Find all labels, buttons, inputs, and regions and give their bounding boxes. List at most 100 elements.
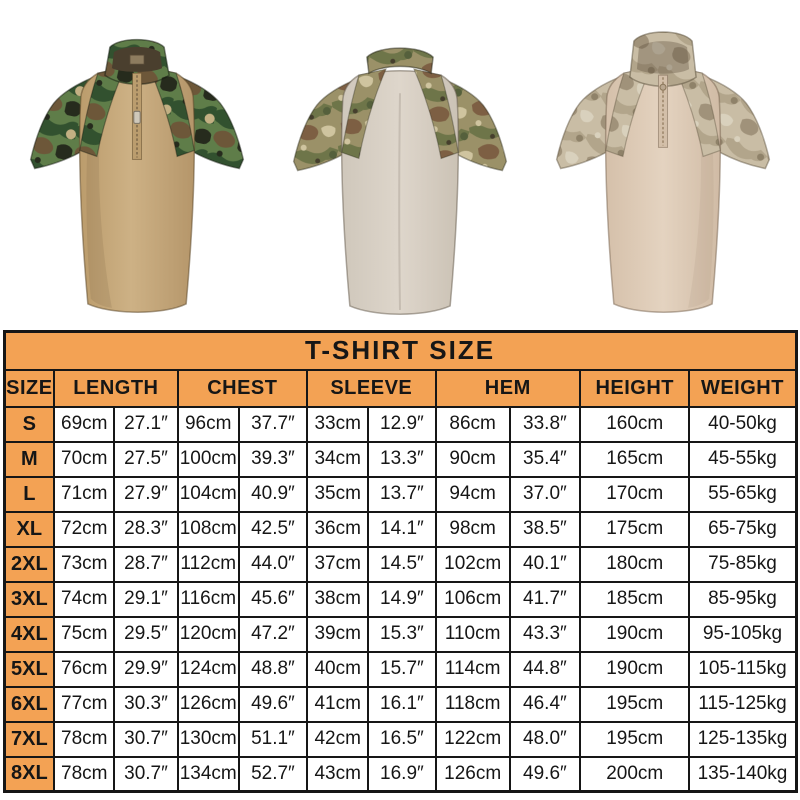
table-cell: 13.7″ [367, 475, 437, 513]
table-cell: 47.2″ [237, 615, 309, 653]
table-cell: 95-105kg [688, 615, 797, 653]
table-cell: 43.3″ [508, 615, 582, 653]
table-cell: 41.7″ [508, 580, 582, 618]
column-header-length: LENGTH [53, 368, 179, 408]
table-row: 7XL 78cm 30.7″ 130cm 51.1″ 42cm 16.5″ 122cm 48.0… [2, 720, 797, 758]
table-cell: 15.3″ [367, 615, 437, 653]
table-cell: 35cm [306, 475, 370, 513]
table-cell: 106cm [434, 580, 511, 618]
table-cell: 175cm [579, 510, 691, 548]
table-cell: 16.5″ [367, 720, 437, 758]
table-cell: 90cm [434, 440, 511, 478]
table-cell: 33.8″ [508, 405, 582, 443]
table-cell: 96cm [176, 405, 240, 443]
table-cell: 39.3″ [237, 440, 309, 478]
table-cell: 40.1″ [508, 545, 582, 583]
table-cell: 170cm [579, 475, 691, 513]
table-cell: 126cm [176, 685, 240, 723]
table-cell: 185cm [579, 580, 691, 618]
table-cell: 42cm [306, 720, 370, 758]
shirt-woodland-illustration [30, 38, 245, 313]
size-label: S [2, 405, 56, 443]
size-chart-section: T-SHIRT SIZE SIZE LENGTH CHEST SLEEVE HEM HEI… [0, 329, 800, 800]
table-cell: 44.8″ [508, 650, 582, 688]
table-cell: 77cm [53, 685, 116, 723]
table-cell: 86cm [434, 405, 511, 443]
column-header-chest: CHEST [176, 368, 309, 408]
size-label: 2XL [2, 545, 56, 583]
table-cell: 102cm [434, 545, 511, 583]
table-cell: 38cm [306, 580, 370, 618]
table-cell: 27.5″ [113, 440, 179, 478]
table-cell: 15.7″ [367, 650, 437, 688]
table-cell: 135-140kg [688, 755, 797, 793]
table-cell: 104cm [176, 475, 240, 513]
table-cell: 38.5″ [508, 510, 582, 548]
table-row: 6XL 77cm 30.3″ 126cm 49.6″ 41cm 16.1″ 118cm 46.4… [2, 685, 797, 723]
table-cell: 124cm [176, 650, 240, 688]
table-cell: 48.8″ [237, 650, 309, 688]
table-cell: 78cm [53, 755, 116, 793]
collar-button [659, 83, 667, 91]
table-cell: 94cm [434, 475, 511, 513]
column-header-height: HEIGHT [579, 368, 691, 408]
zipper-pull [133, 110, 142, 124]
table-cell: 190cm [579, 615, 691, 653]
table-cell: 37cm [306, 545, 370, 583]
table-cell: 110cm [434, 615, 511, 653]
table-row: M 70cm 27.5″ 100cm 39.3″ 34cm 13.3″ 90cm 35.4″ 16… [2, 440, 797, 478]
table-cell: 195cm [579, 685, 691, 723]
table-cell: 13.3″ [367, 440, 437, 478]
table-cell: 71cm [53, 475, 116, 513]
size-label: 6XL [2, 685, 56, 723]
table-cell: 40.9″ [237, 475, 309, 513]
collar-label [129, 54, 145, 65]
size-label: 3XL [2, 580, 56, 618]
table-cell: 45.6″ [237, 580, 309, 618]
table-cell: 14.9″ [367, 580, 437, 618]
table-cell: 28.3″ [113, 510, 179, 548]
table-cell: 200cm [579, 755, 691, 793]
product-photo-multicam-back [269, 0, 532, 329]
table-cell: 30.3″ [113, 685, 179, 723]
product-photo-woodland-front [6, 0, 269, 329]
table-cell: 27.9″ [113, 475, 179, 513]
table-cell: 55-65kg [688, 475, 797, 513]
table-cell: 39cm [306, 615, 370, 653]
table-cell: 195cm [579, 720, 691, 758]
size-label: M [2, 440, 56, 478]
table-cell: 40cm [306, 650, 370, 688]
size-label: 4XL [2, 615, 56, 653]
table-cell: 114cm [434, 650, 511, 688]
table-cell: 29.1″ [113, 580, 179, 618]
table-cell: 46.4″ [508, 685, 582, 723]
table-cell: 37.7″ [237, 405, 309, 443]
column-header-weight: WEIGHT [688, 368, 797, 408]
table-row: 5XL 76cm 29.9″ 124cm 48.8″ 40cm 15.7″ 114cm 44.8… [2, 650, 797, 688]
table-cell: 115-125kg [688, 685, 797, 723]
size-chart-table: T-SHIRT SIZE SIZE LENGTH CHEST SLEEVE HEM HEI… [2, 330, 798, 793]
table-row: S 69cm 27.1″ 96cm 37.7″ 33cm 12.9″ 86cm 33.8″ 160… [2, 405, 797, 443]
table-cell: 27.1″ [113, 405, 179, 443]
table-cell: 44.0″ [237, 545, 309, 583]
column-header-size: SIZE [2, 368, 56, 408]
table-cell: 43cm [306, 755, 370, 793]
table-cell: 125-135kg [688, 720, 797, 758]
table-cell: 34cm [306, 440, 370, 478]
table-cell: 118cm [434, 685, 511, 723]
shirt-desert-illustration [555, 31, 770, 313]
table-cell: 52.7″ [237, 755, 309, 793]
table-cell: 48.0″ [508, 720, 582, 758]
table-cell: 134cm [176, 755, 240, 793]
column-header-hem: HEM [434, 368, 582, 408]
table-cell: 116cm [176, 580, 240, 618]
table-cell: 75cm [53, 615, 116, 653]
table-cell: 85-95kg [688, 580, 797, 618]
table-body: S 69cm 27.1″ 96cm 37.7″ 33cm 12.9″ 86cm 33.8″ 160… [2, 405, 797, 793]
table-cell: 98cm [434, 510, 511, 548]
table-cell: 14.1″ [367, 510, 437, 548]
table-cell: 30.7″ [113, 755, 179, 793]
table-cell: 180cm [579, 545, 691, 583]
table-cell: 45-55kg [688, 440, 797, 478]
table-cell: 70cm [53, 440, 116, 478]
